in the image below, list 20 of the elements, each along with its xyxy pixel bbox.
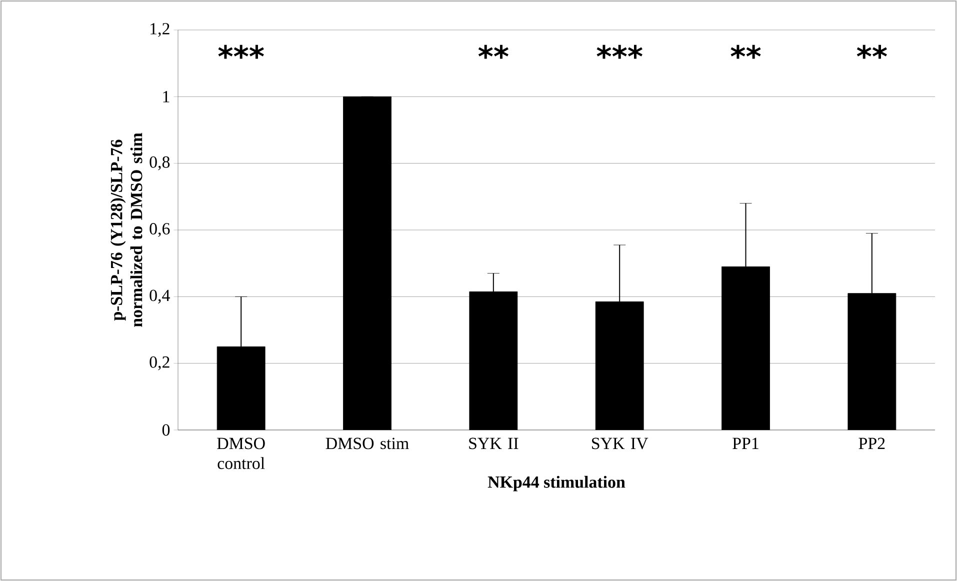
x-axis-title: NKp44 stimulation [488, 476, 626, 492]
annotation: *** [596, 44, 642, 59]
x-tick-label: DMSO control [217, 438, 265, 470]
y-tick-label: 1,2 [150, 23, 170, 37]
y-tick-label: 0,8 [150, 156, 170, 170]
x-tick-label: SYK II [469, 438, 518, 450]
y-tick-label: 0,6 [150, 223, 170, 237]
y-tick-label: 0 [162, 424, 170, 436]
annotation: ** [730, 44, 761, 59]
y-axis-title: p-SLP-76 (Y128)/SLP-76 normalized to DMSO stim [110, 132, 142, 327]
x-tick-label: PP1 [732, 438, 758, 449]
x-tick-label: PP2 [858, 438, 885, 449]
annotation: *** [218, 44, 264, 59]
annotation: ** [478, 44, 508, 59]
annotation: ** [856, 44, 887, 59]
y-tick-label: 0,2 [150, 356, 170, 370]
x-tick-label: DMSO stim [326, 438, 409, 450]
y-tick-label: 0,4 [150, 290, 170, 304]
x-tick-label: SYK IV [592, 438, 648, 450]
y-tick-label: 1 [163, 91, 170, 102]
